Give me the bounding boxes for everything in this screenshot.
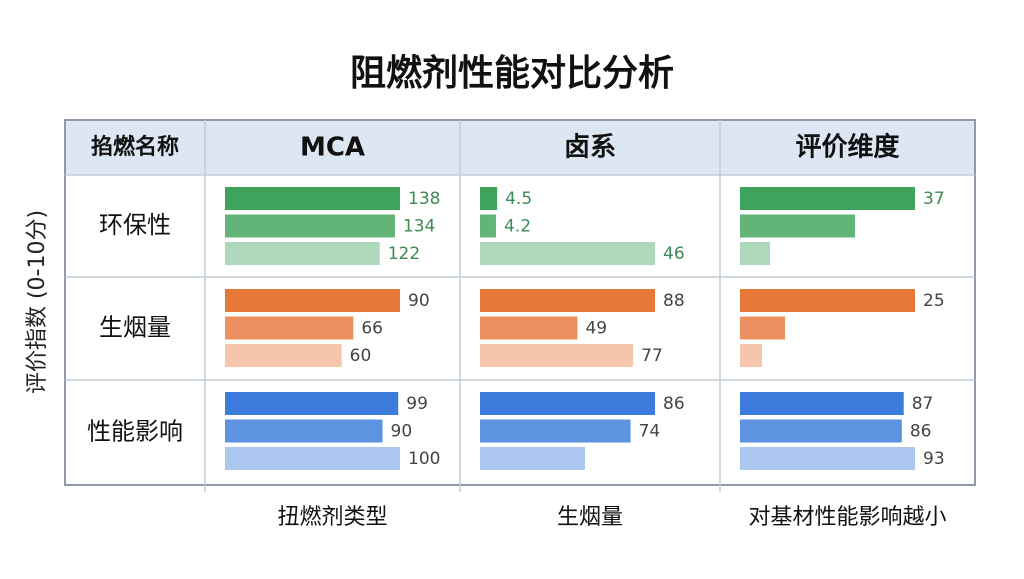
x-label: 生烟量: [557, 505, 623, 530]
value-label: 60: [350, 346, 372, 366]
value-label: 4.2: [504, 217, 531, 237]
row-label: 环保性: [99, 211, 171, 239]
bar: [740, 289, 915, 312]
value-label: 90: [408, 291, 430, 311]
row-label: 生烟量: [99, 314, 171, 342]
bar: [740, 214, 855, 238]
value-label: 86: [910, 422, 932, 442]
bar: [740, 447, 915, 470]
value-label: 93: [923, 449, 945, 469]
bar: [740, 419, 902, 443]
value-label: 46: [663, 244, 685, 264]
column-header: MCA: [300, 133, 365, 163]
value-label: 74: [639, 422, 661, 442]
bar: [740, 187, 915, 210]
table-border: [64, 119, 976, 486]
bar: [480, 419, 631, 443]
value-label: 138: [408, 189, 440, 209]
value-label: 100: [408, 449, 440, 469]
value-label: 86: [663, 394, 685, 414]
bar: [480, 214, 496, 238]
bar: [225, 289, 400, 312]
bar: [480, 447, 585, 470]
bar: [225, 214, 395, 238]
bar: [225, 316, 354, 340]
bar: [740, 344, 762, 367]
bar: [480, 187, 498, 210]
x-label: 对基材性能影响越小: [748, 505, 946, 530]
value-label: 66: [361, 319, 383, 339]
title: 阻燃剂性能对比分析: [350, 53, 674, 94]
bar: [225, 344, 342, 367]
x-label: 扭燃剂类型: [277, 505, 387, 530]
bar: [480, 242, 655, 265]
value-label: 90: [391, 422, 413, 442]
bar: [480, 289, 655, 312]
value-label: 122: [388, 244, 420, 264]
bar: [740, 316, 785, 340]
bar: [225, 392, 399, 415]
value-label: 99: [406, 394, 428, 414]
value-label: 87: [912, 394, 934, 414]
bar: [480, 392, 655, 415]
bar: [225, 419, 383, 443]
row-label: 性能影响: [87, 418, 183, 446]
value-label: 49: [585, 319, 607, 339]
bar: [740, 242, 770, 265]
column-header: 评价维度: [795, 132, 899, 163]
value-label: 4.5: [505, 189, 532, 209]
bar: [225, 447, 400, 470]
bar: [480, 316, 578, 340]
value-label: 88: [663, 291, 685, 311]
table-lines: [65, 120, 975, 492]
y-axis-label: 评价指数 (0-10分): [25, 210, 50, 394]
header-bg: [65, 120, 975, 175]
value-label: 134: [403, 217, 435, 237]
value-label: 25: [923, 291, 945, 311]
value-label: 77: [641, 346, 663, 366]
bar: [480, 344, 634, 367]
column-header: 掐燃名称: [91, 134, 179, 160]
column-header: 卤系: [564, 133, 616, 163]
bar: [225, 187, 400, 210]
bar: [225, 242, 380, 265]
value-label: 37: [923, 189, 945, 209]
bar: [740, 392, 904, 415]
